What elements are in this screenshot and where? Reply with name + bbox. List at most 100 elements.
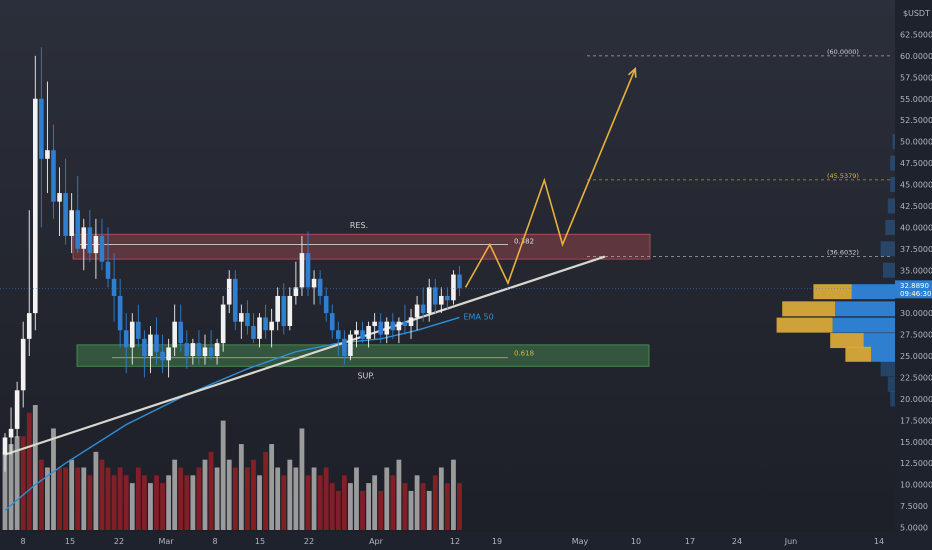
volume-profile-sell (890, 155, 895, 171)
candle-body (414, 304, 420, 318)
candle-body (451, 274, 456, 301)
x-tick-label: 15 (255, 537, 265, 546)
candle-body (208, 347, 214, 356)
volume-bar (396, 459, 402, 530)
volume-bar (214, 467, 220, 530)
y-tick-label: 17.5000 (900, 416, 932, 425)
volume-profile-sell (835, 301, 895, 317)
candle-body (257, 317, 262, 339)
candle-body (426, 287, 432, 314)
y-tick-label: 50.0000 (900, 138, 932, 147)
candle-body (93, 235, 99, 254)
volume-bar (311, 467, 317, 530)
volume-profile-buy (776, 317, 833, 333)
fib-0382-label: 0.382 (514, 238, 534, 246)
volume-bar (432, 475, 438, 530)
volume-profile-sell (871, 346, 895, 362)
last-price-badge (895, 280, 932, 299)
candle-body (360, 330, 365, 339)
candle-body (420, 304, 426, 314)
candle-body (8, 428, 14, 438)
candle-body (105, 261, 111, 279)
x-tick-label: 15 (65, 537, 75, 546)
time-axis-background (0, 532, 895, 550)
target-label: (60.0000) (827, 48, 859, 56)
candle-body (166, 347, 171, 361)
volume-bar (263, 451, 268, 530)
volume-profile-sell (832, 317, 895, 333)
volume-bar (81, 467, 87, 530)
volume-bar (75, 467, 81, 530)
x-tick-label: May (572, 537, 589, 546)
volume-bar (378, 490, 384, 530)
volume-profile-buy (845, 346, 871, 362)
y-tick-label: 10.0000 (900, 481, 932, 490)
price-axis-background (895, 0, 932, 550)
y-tick-label: 7.5000 (900, 502, 928, 511)
candle-body (214, 343, 220, 356)
projection-arrowhead (627, 67, 637, 78)
x-tick-label: 22 (114, 537, 124, 546)
volume-bar (208, 451, 214, 530)
candle-body (390, 321, 396, 331)
candle-body (287, 295, 293, 326)
y-tick-label: 5.0000 (900, 524, 928, 533)
candle-body (129, 321, 135, 348)
volume-bar (251, 459, 256, 530)
candle-body (336, 330, 341, 339)
candle-body (178, 321, 184, 344)
candle-body (81, 227, 87, 249)
volume-bar (293, 467, 299, 530)
support-trendline (4, 255, 606, 456)
candle-body (69, 210, 74, 236)
candle-body (251, 325, 256, 339)
volume-bar (402, 483, 408, 530)
volume-bar (202, 459, 208, 530)
candle-body (232, 278, 238, 322)
candle-body (408, 317, 414, 326)
candle-body (299, 253, 305, 288)
volume-bar (335, 490, 341, 530)
volume-bar (360, 490, 365, 530)
x-tick-label: Jun (784, 537, 798, 546)
x-tick-label: Mar (158, 537, 174, 546)
volume-profile-buy (830, 333, 864, 349)
volume-bar (329, 483, 335, 530)
candle-body (154, 334, 159, 352)
candle-body (202, 347, 208, 356)
volume-profile-buy (782, 301, 835, 317)
volume-bar (190, 475, 196, 530)
volume-bar (129, 483, 135, 530)
candle-body (26, 313, 32, 339)
volume-bar (32, 405, 38, 530)
candle-body (372, 321, 377, 326)
volume-bar (269, 444, 275, 530)
x-tick-label: 8 (212, 537, 217, 546)
candle-body (378, 321, 384, 335)
y-tick-label: 30.0000 (900, 309, 932, 318)
candle-body (57, 193, 62, 202)
volume-bar (93, 451, 99, 530)
volume-bar (123, 475, 129, 530)
volume-bar (390, 475, 396, 530)
volume-profile-sell (885, 219, 895, 235)
volume-bar (238, 444, 244, 530)
resistance-zone (72, 233, 651, 260)
candle-body (445, 295, 450, 301)
y-tick-label: 22.5000 (900, 373, 932, 382)
candle-body (239, 313, 244, 322)
last-price-label: 32.8890 (900, 282, 929, 290)
volume-bar (178, 467, 184, 530)
support-zone (76, 344, 650, 367)
volume-bar (69, 459, 75, 530)
candle-body (269, 321, 274, 331)
volume-bar (160, 483, 165, 530)
y-tick-label: 40.0000 (900, 223, 932, 232)
candle-body (311, 278, 317, 288)
y-tick-label: 37.5000 (900, 245, 932, 254)
resistance-label: RES. (350, 221, 368, 230)
candle-body (196, 343, 202, 356)
candle-body (184, 343, 190, 356)
